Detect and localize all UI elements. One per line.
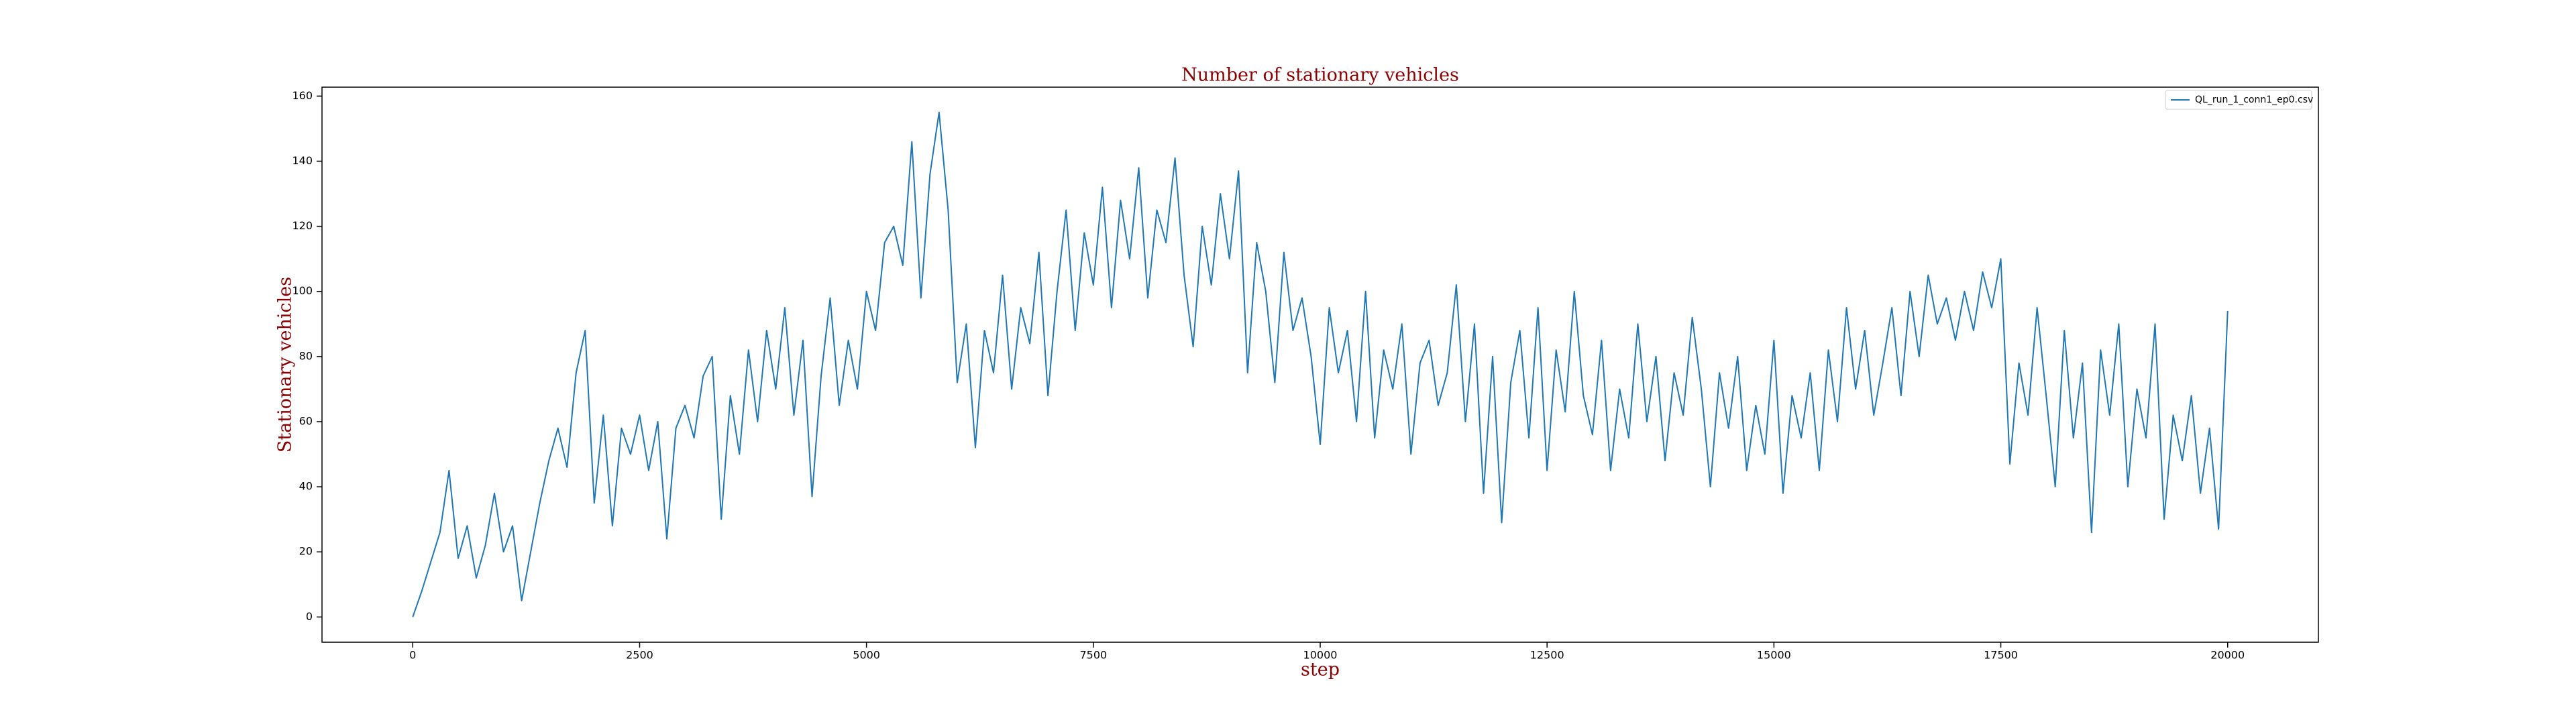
y-tick-label: 120 (292, 219, 313, 232)
y-tick-label: 140 (292, 154, 313, 167)
y-tick-label: 60 (299, 414, 313, 427)
y-tick-label: 40 (299, 480, 313, 493)
x-tick-label: 5000 (853, 649, 880, 662)
x-tick-label: 0 (409, 649, 416, 662)
y-tick-label: 160 (292, 89, 313, 102)
y-axis-label: Stationary vehicles (275, 277, 296, 452)
x-axis-label: step (1301, 660, 1340, 680)
data-line (412, 111, 2229, 617)
y-tick-label: 0 (306, 610, 313, 623)
x-tick-label: 20000 (2210, 649, 2245, 662)
x-tick-label: 10000 (1303, 649, 1338, 662)
x-tick-label: 12500 (1530, 649, 1564, 662)
legend-box (2165, 90, 2312, 110)
x-tick-label: 2500 (626, 649, 653, 662)
chart-title: Number of stationary vehicles (1181, 65, 1459, 86)
legend-label: QL_run_1_conn1_ep0.csv (2195, 95, 2313, 105)
y-tick-label: 100 (292, 284, 313, 297)
y-tick-label: 80 (299, 349, 313, 362)
x-tick-label: 7500 (1079, 649, 1107, 662)
y-tick-label: 20 (299, 545, 313, 558)
x-tick-label: 17500 (1984, 649, 2018, 662)
x-tick-label: 15000 (1757, 649, 1791, 662)
